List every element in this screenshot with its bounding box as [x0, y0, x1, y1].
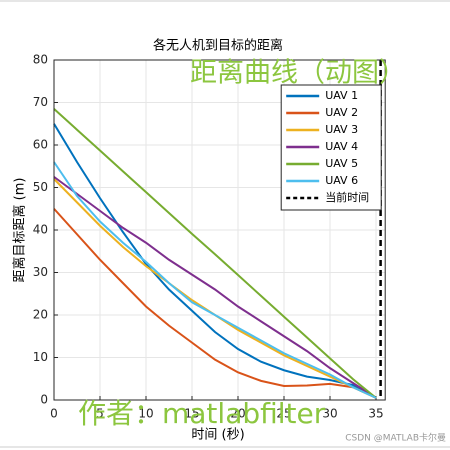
data-line [53, 176, 377, 399]
x-tick-label: 5 [96, 407, 104, 421]
y-tick-label: 80 [33, 53, 48, 67]
data-line [53, 161, 377, 399]
legend-label: UAV 4 [325, 140, 358, 153]
legend-label: UAV 2 [325, 106, 358, 119]
y-tick-label: 30 [33, 265, 48, 279]
x-tick-label: 10 [138, 407, 153, 421]
annotation: 作者：matlabfilter [78, 397, 326, 430]
x-tick-label: 20 [230, 407, 245, 421]
legend-label: 当前时间 [325, 190, 369, 204]
legend-label: UAV 5 [325, 157, 358, 170]
y-tick-label: 60 [33, 138, 48, 152]
y-tick-label: 0 [40, 393, 48, 407]
y-tick-label: 50 [33, 180, 48, 194]
x-tick-label: 15 [184, 407, 199, 421]
x-tick-label: 25 [276, 407, 291, 421]
chart-title: 各无人机到目标的距离 [153, 38, 283, 54]
y-tick-label: 10 [33, 350, 48, 364]
legend-label: UAV 1 [325, 89, 358, 102]
legend-label: UAV 6 [325, 174, 358, 187]
watermark: CSDN @MATLAB卡尔曼 [345, 432, 446, 444]
x-tick-label: 0 [50, 407, 58, 421]
axes-box [53, 59, 386, 401]
legend-label: UAV 3 [325, 123, 358, 136]
y-axis-label: 距离目标距离 (m) [12, 178, 28, 283]
x-axis-label: 时间 (秒) [191, 428, 244, 443]
x-tick-label: 35 [368, 407, 383, 421]
data-line [53, 108, 377, 399]
y-tick-label: 20 [33, 308, 48, 322]
y-tick-label: 40 [33, 223, 48, 237]
y-tick-label: 70 [33, 95, 48, 109]
annotation: 距离曲线（动图） [190, 58, 406, 89]
data-line [53, 208, 377, 399]
x-tick-label: 30 [322, 407, 337, 421]
data-line [53, 123, 377, 399]
